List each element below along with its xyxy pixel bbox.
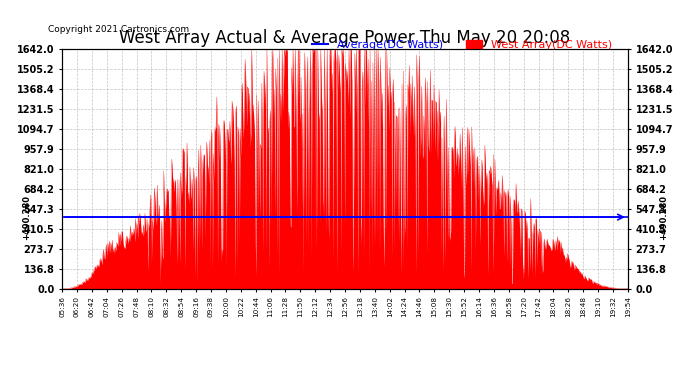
Text: +490.280: +490.280 bbox=[659, 195, 668, 240]
Title: West Array Actual & Average Power Thu May 20 20:08: West Array Actual & Average Power Thu Ma… bbox=[119, 29, 571, 47]
Legend: Average(DC Watts), West Array(DC Watts): Average(DC Watts), West Array(DC Watts) bbox=[307, 35, 617, 54]
Text: Copyright 2021 Cartronics.com: Copyright 2021 Cartronics.com bbox=[48, 25, 190, 34]
Text: +490.280: +490.280 bbox=[22, 195, 31, 240]
